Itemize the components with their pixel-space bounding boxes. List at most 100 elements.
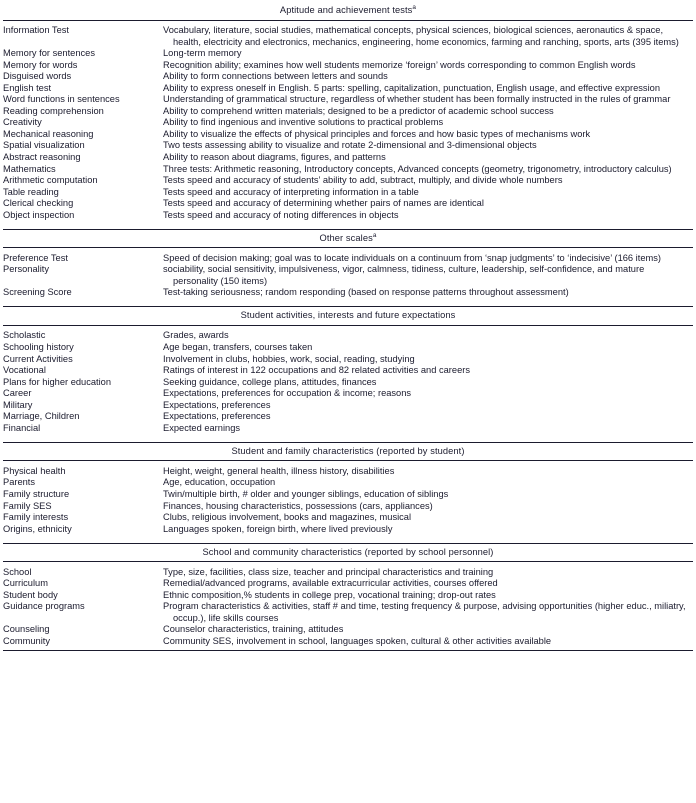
table-row: Family interests Clubs, religious involve…	[3, 512, 693, 524]
row-label: Memory for sentences	[3, 48, 95, 59]
section-heading: School and community characteristics (re…	[3, 544, 693, 562]
table-row: Object inspection Tests speed and accurac…	[3, 210, 693, 224]
section-rows: Physical health Height, weight, general h…	[3, 464, 693, 537]
row-description: Expected earnings	[163, 422, 241, 433]
row-description: Vocabulary, literature, social studies, …	[163, 25, 679, 47]
section-heading-rule	[3, 247, 693, 249]
table-row: Memory for words Recognition ability; exa…	[3, 60, 693, 72]
row-label: Origins, ethnicity	[3, 523, 72, 534]
row-label: Information Test	[3, 25, 69, 35]
row-label: Clerical checking	[3, 198, 74, 209]
row-description: Tests speed and accuracy of students’ ab…	[163, 175, 563, 186]
section-rows: Information Test Vocabulary, literature, …	[3, 24, 693, 224]
section-heading: Other scalesa	[3, 230, 693, 248]
table-row: Word functions in sentences Understanding…	[3, 94, 693, 106]
table-row: Information Test Vocabulary, literature, …	[3, 24, 693, 49]
sections-container: Aptitude and achievement testsa Informati…	[3, 0, 693, 650]
table-row: Family SES Finances, housing characterist…	[3, 501, 693, 513]
section-0: Aptitude and achievement testsa Informati…	[3, 0, 693, 223]
table-row: Table reading Tests speed and accuracy of…	[3, 187, 693, 199]
section-1: Other scalesa Preference Test Speed of dec…	[3, 228, 693, 301]
section-heading-rule	[3, 19, 693, 21]
table-row: Guidance programs Program characteristics…	[3, 601, 693, 624]
row-label: Spatial visualization	[3, 140, 85, 151]
table-row: English test Ability to express oneself i…	[3, 83, 693, 95]
table-row: Disguised words Ability to form connectio…	[3, 71, 693, 83]
row-label: Family structure	[3, 489, 70, 499]
row-description: Clubs, religious involvement, books and …	[163, 512, 412, 523]
table-row: Career Expectations, preferences for occu…	[3, 388, 693, 400]
table-row: Military Expectations, preferences	[3, 400, 693, 412]
row-label: Disguised words	[3, 71, 72, 82]
row-description: Understanding of grammatical structure, …	[163, 94, 671, 105]
section-heading-rule	[3, 324, 693, 326]
row-description: Three tests: Arithmetic reasoning, Intro…	[163, 163, 672, 174]
row-description: Expectations, preferences	[163, 399, 271, 410]
row-label: Family SES	[3, 500, 52, 511]
table-row: Screening Score Test-taking seriousness; …	[3, 287, 693, 301]
table-row: Marriage, Children Expectations, preferen…	[3, 411, 693, 423]
table-row: School Type, size, facilities, class size…	[3, 565, 693, 578]
footnote-marker: a	[372, 231, 377, 239]
row-label: Community	[3, 635, 51, 646]
row-label: English test	[3, 82, 52, 93]
row-label: Career	[3, 388, 32, 399]
table-row: Creativity Ability to find ingenious and …	[3, 117, 693, 129]
table-row: Vocational Ratings of interest in 122 occ…	[3, 365, 693, 377]
row-description: Height, weight, general health, illness …	[163, 465, 395, 476]
row-label: Arithmetic computation	[3, 175, 98, 186]
section-heading-rule	[3, 460, 693, 462]
table-row: Student body Ethnic composition,% student…	[3, 590, 693, 602]
section-heading-text: Student activities, interests and future…	[240, 310, 456, 321]
row-label: Object inspection	[3, 209, 75, 220]
section-top-rule	[3, 306, 693, 308]
table-bottom-rule	[3, 649, 693, 651]
table-row: Financial Expected earnings	[3, 423, 693, 437]
section-heading-text: Other scales	[319, 232, 373, 243]
table-row: Plans for higher education Seeking guidan…	[3, 377, 693, 389]
row-label: Mathematics	[3, 163, 56, 174]
section-top-rule	[3, 542, 693, 544]
table-row: Schooling history Age began, transfers, c…	[3, 342, 693, 354]
section-4: School and community characteristics (re…	[3, 542, 693, 650]
section-2: Student activities, interests and future…	[3, 306, 693, 436]
row-description: Type, size, facilities, class size, teac…	[163, 566, 494, 577]
row-description: Finances, housing characteristics, posse…	[163, 500, 433, 511]
row-description: Community SES, involvement in school, la…	[163, 635, 552, 646]
row-label: Student body	[3, 589, 58, 600]
row-description: Tests speed and accuracy of determining …	[163, 198, 484, 209]
table-row: Preference Test Speed of decision making;…	[3, 251, 693, 264]
table-row: Family structure Twin/multiple birth, # o…	[3, 489, 693, 501]
row-description: Ability to visualize the effects of phys…	[163, 128, 591, 139]
row-description: Grades, awards	[163, 330, 229, 341]
row-description: Ability to form connections between lett…	[163, 71, 388, 82]
section-rows: Preference Test Speed of decision making;…	[3, 251, 693, 301]
row-description: Program characteristics & activities, st…	[163, 601, 686, 623]
row-description: Twin/multiple birth, # older and younger…	[163, 489, 449, 499]
row-description: Counselor characteristics, training, att…	[163, 624, 344, 635]
table-row: Counseling Counselor characteristics, tra…	[3, 624, 693, 636]
row-label: Screening Score	[3, 287, 72, 298]
table-row: Parents Age, education, occupation	[3, 477, 693, 489]
row-description: Seeking guidance, college plans, attitud…	[163, 376, 377, 387]
row-description: Involvement in clubs, hobbies, work, soc…	[163, 353, 415, 364]
row-description: Ethnic composition,% students in college…	[163, 589, 496, 600]
row-label: Plans for higher education	[3, 376, 112, 387]
row-label: Current Activities	[3, 353, 73, 364]
section-heading: Student activities, interests and future…	[3, 307, 693, 325]
row-label: Family interests	[3, 512, 69, 523]
row-description: Tests speed and accuracy of noting diffe…	[163, 209, 399, 220]
table-row: Mechanical reasoning Ability to visualize…	[3, 129, 693, 141]
table-row: Scholastic Grades, awards	[3, 329, 693, 342]
row-label: Physical health	[3, 465, 66, 476]
table-row: Clerical checking Tests speed and accurac…	[3, 198, 693, 210]
table-row: Arithmetic computation Tests speed and ac…	[3, 175, 693, 187]
row-description: Tests speed and accuracy of interpreting…	[163, 186, 419, 197]
row-description: Expectations, preferences for occupation…	[163, 388, 412, 399]
row-description: Remedial/advanced programs, available ex…	[163, 578, 498, 589]
row-label: Curriculum	[3, 578, 48, 589]
row-label: Guidance programs	[3, 601, 85, 612]
table-row: Abstract reasoning Ability to reason abou…	[3, 152, 693, 164]
table-row: Memory for sentences Long-term memory	[3, 48, 693, 60]
section-heading: Student and family characteristics (repo…	[3, 443, 693, 461]
